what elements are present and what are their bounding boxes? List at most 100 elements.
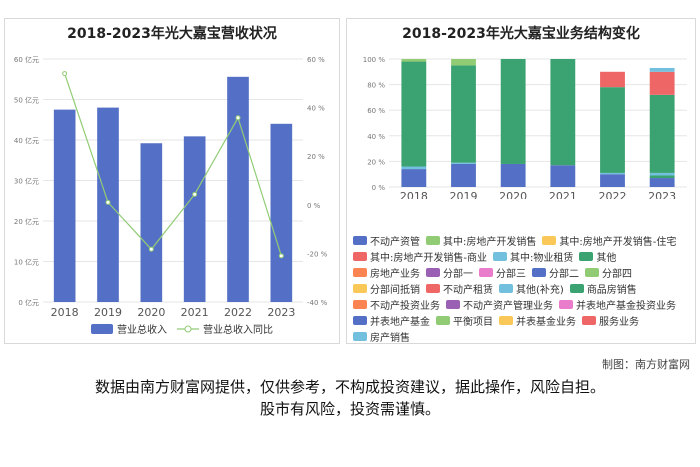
legend-swatch xyxy=(499,316,513,325)
y-tick-label-right: 40 % xyxy=(307,105,325,113)
stacked-bar-segment xyxy=(401,61,427,167)
legend-label: 平衡项目 xyxy=(453,317,493,328)
y-tick-label-right: -40 % xyxy=(307,299,328,307)
legend-label: 其中:房地产开发销售-商业 xyxy=(370,253,487,264)
legend-item: 并表地产基金 xyxy=(353,313,430,328)
legend-item: 房地产业务 xyxy=(353,265,420,280)
legend-item: 其他(补充) xyxy=(499,281,564,296)
x-tick-label: 2018 xyxy=(400,190,428,199)
x-tick-label: 2018 xyxy=(51,306,79,319)
stacked-bar-segment xyxy=(649,67,675,72)
legend-swatch xyxy=(492,252,507,261)
legend-label: 分部三 xyxy=(496,269,526,280)
legend-swatch xyxy=(426,268,440,277)
disclaimer-line-1: 数据由南方财富网提供，仅供参考，不构成投资建议，据此操作，风险自担。 xyxy=(94,378,605,396)
yoy-point xyxy=(235,115,241,121)
legend-swatch xyxy=(353,268,367,277)
stacked-bar-segment xyxy=(451,162,476,164)
stacked-bar-segment xyxy=(649,71,675,95)
legend-swatch xyxy=(585,268,599,277)
revenue-bar xyxy=(53,109,76,302)
x-tick-label: 2021 xyxy=(181,306,209,319)
legend-label: 其中:房地产开发销售 xyxy=(443,237,537,248)
legend-swatch xyxy=(353,284,367,293)
legend-label: 其中:房地产开发销售-住宅 xyxy=(559,237,677,248)
legend-swatch xyxy=(446,300,460,309)
legend-label: 不动产资管 xyxy=(370,237,420,248)
legend-swatch xyxy=(353,252,367,261)
revenue-bar xyxy=(183,136,206,302)
legend-item: 其中:房地产开发销售 xyxy=(426,233,536,248)
legend-label: 分部四 xyxy=(602,269,632,280)
legend-swatch xyxy=(436,316,450,325)
legend-label-revenue: 营业总收入 xyxy=(117,323,167,336)
legend-item: 其中:物业租赁 xyxy=(492,249,574,264)
legend-swatch xyxy=(582,316,596,325)
y-tick-label-right: 60 % xyxy=(307,56,325,64)
y-tick-label: 0 % xyxy=(372,184,386,192)
stacked-bar-segment xyxy=(451,65,476,163)
legend-item: 分部三 xyxy=(479,265,526,280)
x-tick-label: 2019 xyxy=(94,306,122,319)
legend-label: 商品房销售 xyxy=(586,285,637,296)
y-tick-label: 100 % xyxy=(363,56,386,64)
y-tick-label-left: 0 亿元 xyxy=(18,298,39,307)
legend-item: 不动产资产管理业务 xyxy=(446,297,553,312)
legend-item: 商品房销售 xyxy=(569,281,637,296)
legend-swatch-yoy-point xyxy=(184,325,192,333)
stacked-bar-segment xyxy=(600,87,625,173)
y-tick-label-left: 20 亿元 xyxy=(14,217,39,226)
legend-item: 分部二 xyxy=(532,265,579,280)
legend-swatch-revenue xyxy=(91,324,113,334)
x-tick-label: 2022 xyxy=(224,306,252,319)
legend-swatch xyxy=(579,252,594,261)
stacked-bar-segment xyxy=(649,175,675,179)
yoy-point xyxy=(105,199,111,205)
x-tick-label: 2019 xyxy=(450,190,478,199)
legend-label: 分部二 xyxy=(549,269,579,280)
stacked-bar-segment xyxy=(500,163,526,187)
x-tick-label: 2023 xyxy=(648,190,676,199)
x-tick-label: 2023 xyxy=(267,306,295,319)
legend-swatch xyxy=(426,284,440,293)
legend-label: 分部一 xyxy=(443,269,473,280)
legend-row: 房地产业务 分部一 分部三 分部二 分部四 xyxy=(353,265,638,280)
legend-label: 其中:物业租赁 xyxy=(509,253,574,264)
legend-label: 分部间抵销 xyxy=(370,285,420,296)
legend-label: 房产销售 xyxy=(370,333,410,344)
y-tick-label: 60 % xyxy=(367,107,385,115)
legend-item: 不动产租赁 xyxy=(426,281,493,296)
revenue-chart-canvas: 0 亿元 10 亿元 20 亿元 30 亿元 40 亿元 50 亿元 60 亿元 -40 % -… xyxy=(14,55,328,336)
yoy-line xyxy=(64,73,282,257)
stacked-bar-segment xyxy=(401,169,427,187)
legend-swatch xyxy=(542,236,557,245)
revenue-bar xyxy=(227,76,249,302)
disclaimer: 数据由南方财富网提供，仅供参考，不构成投资建议，据此操作，风险自担。 股市有风险… xyxy=(0,376,700,420)
legend-swatch xyxy=(499,284,513,293)
y-tick-label: 80 % xyxy=(367,82,385,90)
legend-label: 不动产租赁 xyxy=(443,285,493,296)
legend-label: 并表地产基金 xyxy=(370,317,430,328)
legend-swatch xyxy=(532,268,546,277)
stacked-bar-segment xyxy=(401,59,427,62)
legend-item: 其中:房地产开发销售-住宅 xyxy=(542,233,676,248)
stacked-bar-segment xyxy=(649,172,675,176)
revenue-bar xyxy=(270,123,293,302)
yoy-point xyxy=(278,253,284,259)
legend-swatch xyxy=(353,332,367,341)
stacked-bar-segment xyxy=(550,165,576,187)
y-tick-label-right: 20 % xyxy=(307,153,325,161)
legend-label: 其他 xyxy=(596,253,617,264)
legend-label: 不动产资产管理业务 xyxy=(463,301,553,312)
y-tick-label-left: 40 亿元 xyxy=(14,136,39,145)
y-tick-label-right: 0 % xyxy=(307,202,321,210)
legend-row: 分部间抵销 不动产租赁 其他(补充) 商品房销售 xyxy=(353,281,643,296)
stacked-bar-segment xyxy=(451,59,476,66)
y-tick-label-right: -20 % xyxy=(307,250,328,258)
legend-label: 并表基金业务 xyxy=(516,317,576,328)
legend-swatch xyxy=(479,268,493,277)
legend-item: 不动产资管 xyxy=(353,233,420,248)
stacked-bar-segment xyxy=(649,94,675,173)
legend-item: 其中:房地产开发销售-商业 xyxy=(353,249,487,264)
revenue-chart-title: 2018-2023年光大嘉宝营收状况 xyxy=(67,26,277,42)
